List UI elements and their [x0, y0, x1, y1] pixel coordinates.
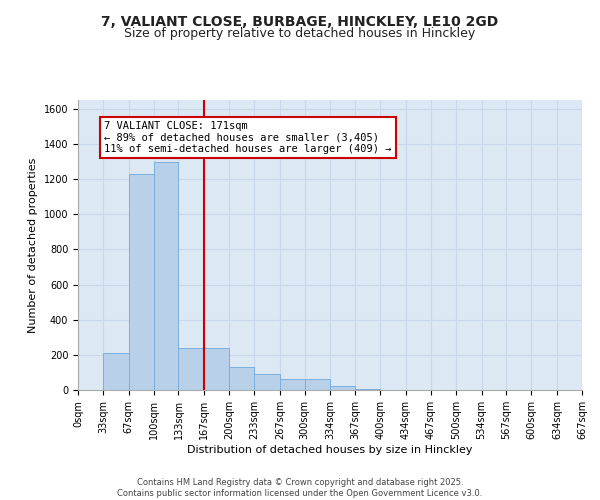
Text: 7 VALIANT CLOSE: 171sqm
← 89% of detached houses are smaller (3,405)
11% of semi: 7 VALIANT CLOSE: 171sqm ← 89% of detache… [104, 121, 392, 154]
Bar [355, 389, 380, 390]
Bar [305, 380, 331, 390]
Bar [331, 386, 355, 390]
Bar [204, 348, 229, 390]
Bar [254, 374, 280, 390]
Text: 7, VALIANT CLOSE, BURBAGE, HINCKLEY, LE10 2GD: 7, VALIANT CLOSE, BURBAGE, HINCKLEY, LE1… [101, 15, 499, 29]
Bar [154, 162, 178, 390]
Y-axis label: Number of detached properties: Number of detached properties [28, 158, 38, 332]
Bar [103, 353, 128, 390]
Bar [280, 380, 305, 390]
Bar [178, 348, 204, 390]
Bar [229, 367, 254, 390]
X-axis label: Distribution of detached houses by size in Hinckley: Distribution of detached houses by size … [187, 444, 473, 454]
Bar [128, 174, 154, 390]
Text: Contains HM Land Registry data © Crown copyright and database right 2025.
Contai: Contains HM Land Registry data © Crown c… [118, 478, 482, 498]
Text: Size of property relative to detached houses in Hinckley: Size of property relative to detached ho… [124, 28, 476, 40]
